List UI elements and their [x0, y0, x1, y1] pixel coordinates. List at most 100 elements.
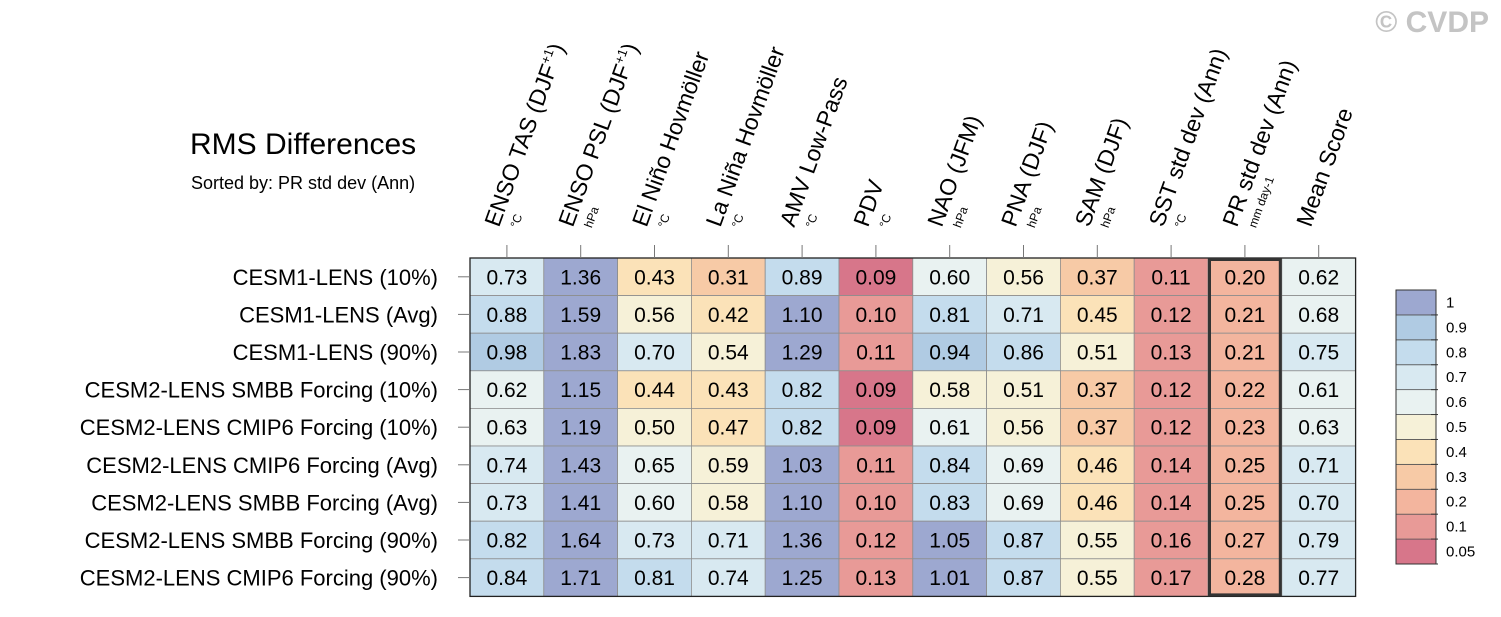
row-label: CESM1-LENS (10%) [233, 265, 438, 290]
heatmap-cell [1060, 445, 1135, 484]
heatmap-cell [1133, 520, 1209, 560]
cell-value-label: 1.03 [782, 454, 823, 477]
cell-value-label: 0.09 [855, 379, 896, 402]
cell-value-label: 0.94 [929, 342, 970, 365]
cell-value-label: 0.56 [1003, 266, 1044, 289]
colorbar-label: 0.5 [1446, 419, 1467, 436]
cell-value-label: 0.61 [929, 417, 970, 440]
heatmap-cell [691, 558, 766, 597]
cell-value-label: 0.09 [855, 417, 896, 440]
heatmap-cell [764, 445, 840, 484]
cell-value-label: 0.73 [634, 530, 675, 553]
column-unit: °C [1172, 212, 1190, 230]
colorbar-label: 0.2 [1446, 494, 1467, 511]
heatmap-cell [986, 407, 1061, 447]
heatmap-cell [838, 445, 914, 484]
colorbar-label: 0.4 [1446, 444, 1467, 461]
heatmap-cell [1133, 558, 1209, 597]
column-unit: °C [877, 212, 895, 230]
heatmap-cell [764, 407, 840, 447]
column-unit: °C [508, 212, 526, 230]
heatmap-cell [1207, 558, 1283, 597]
cell-value-label: 1.36 [782, 530, 823, 553]
heatmap-cell [1133, 445, 1209, 484]
column-label-text: SAM (DJF) [1070, 114, 1133, 230]
heatmap-cell [1281, 332, 1357, 372]
cell-value-label: 1.29 [782, 342, 823, 365]
column-label-text: La Niña Hovmöller [701, 43, 790, 230]
cell-value-label: 0.27 [1224, 530, 1265, 553]
heatmap-cell [912, 445, 987, 484]
heatmap-cell [1207, 445, 1283, 484]
cell-value-label: 0.50 [634, 417, 675, 440]
cell-value-label: 1.64 [560, 530, 601, 553]
cell-value-label: 0.55 [1077, 530, 1118, 553]
cell-value-label: 0.12 [1151, 304, 1192, 327]
heatmap-cell [838, 520, 914, 560]
column-header: Mean Score [1291, 104, 1358, 229]
row-label: CESM1-LENS (Avg) [239, 302, 438, 327]
colorbar-label: 0.9 [1446, 319, 1467, 336]
cell-value-label: 0.71 [708, 530, 749, 553]
cell-value-label: 0.37 [1077, 417, 1118, 440]
column-unit: °C [655, 212, 673, 230]
cell-value-label: 0.73 [486, 266, 527, 289]
heatmap-cell [838, 370, 914, 409]
cell-value-label: 0.63 [1298, 417, 1339, 440]
cell-value-label: 0.47 [708, 417, 749, 440]
cell-value-label: 0.21 [1224, 304, 1265, 327]
heatmap-cell [1281, 558, 1357, 597]
heatmap-cell [986, 558, 1061, 597]
cell-value-label: 0.12 [1151, 379, 1192, 402]
heatmap-cell [838, 558, 914, 597]
cell-value-label: 0.62 [1298, 266, 1339, 289]
heatmap-cell [1060, 483, 1135, 522]
cell-value-label: 0.87 [1003, 530, 1044, 553]
heatmap-cell [691, 520, 766, 560]
heatmap-cell [1281, 407, 1357, 447]
heatmap-cell [764, 370, 840, 409]
cell-value-label: 0.81 [634, 567, 675, 590]
cell-value-label: 0.10 [855, 304, 896, 327]
heatmap-cell [691, 332, 766, 372]
colorbar-label: 0.05 [1446, 544, 1475, 561]
heatmap-cell [543, 370, 618, 409]
column-label-text: PNA (DJF) [996, 118, 1058, 230]
heatmap-cell [1060, 295, 1135, 334]
colorbar-swatch [1395, 389, 1437, 415]
cell-value-label: 1.15 [560, 379, 601, 402]
heatmap-cell [764, 295, 840, 334]
heatmap-cell [469, 295, 545, 334]
heatmap-cell [838, 483, 914, 522]
cell-value-label: 0.17 [1151, 567, 1192, 590]
cell-value-label: 0.55 [1077, 567, 1118, 590]
cell-value-label: 0.56 [634, 304, 675, 327]
column-label: ENSO PSL (DJF+1) [553, 40, 643, 230]
heatmap-cell [838, 407, 914, 447]
cell-value-label: 0.51 [1003, 379, 1044, 402]
column-label: El Niño Hovmöller [627, 48, 714, 230]
column-label-text: AMV Low-Pass [774, 73, 852, 230]
colorbar-swatch [1395, 538, 1437, 565]
cell-value-label: 0.54 [708, 342, 749, 365]
cell-value-label: 0.58 [708, 492, 749, 515]
heatmap-cell [1207, 257, 1283, 296]
cell-value-label: 0.82 [486, 530, 527, 553]
column-label-text: Mean Score [1291, 104, 1358, 229]
column-header: PDV°C [848, 176, 895, 230]
column-label: SST std dev (Ann) [1143, 45, 1232, 230]
cell-value-label: 0.11 [1151, 266, 1190, 289]
cell-value-label: 0.71 [1003, 304, 1044, 327]
cell-value-label: 0.83 [929, 492, 970, 515]
heatmap-cell [912, 295, 987, 334]
cell-value-label: 0.12 [855, 530, 896, 553]
column-label: Mean Score [1291, 104, 1358, 229]
column-label: PNA (DJF) [996, 118, 1058, 230]
column-unit: hPa [1024, 204, 1045, 229]
cell-value-label: 0.16 [1151, 530, 1192, 553]
cell-value-label: 0.37 [1077, 266, 1118, 289]
cell-value-label: 0.84 [929, 454, 970, 477]
column-label-text: ENSO PSL (DJF [553, 61, 636, 230]
column-label-superscript: +1 [537, 47, 556, 66]
colorbar-swatch [1395, 364, 1437, 391]
